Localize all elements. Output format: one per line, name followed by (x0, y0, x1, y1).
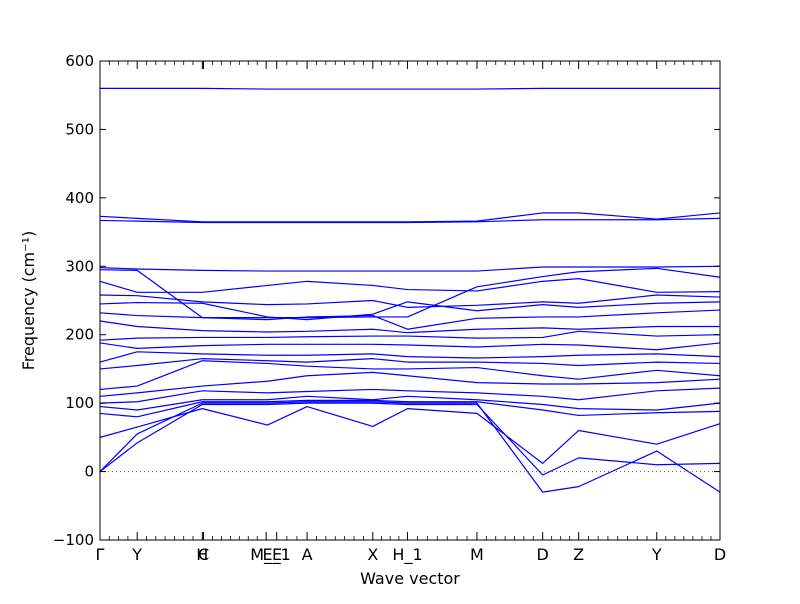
y-tick-label: 600 (65, 52, 94, 70)
y-tick-label: 200 (65, 326, 94, 344)
phonon-branch-13 (99, 351, 721, 363)
phonon-branch-14 (99, 358, 721, 370)
phonon-branch-9 (99, 309, 721, 330)
phonon-branch-3 (99, 217, 721, 224)
x-tick-label: H (196, 545, 208, 564)
phonon-branch-10 (99, 320, 720, 334)
y-tick-label: 500 (65, 120, 94, 138)
phonon-branch-4 (99, 265, 721, 272)
phonon-branch-7 (99, 294, 721, 308)
x-tick-label: A (302, 545, 313, 564)
y-tick-label: 300 (65, 257, 94, 275)
series-group (99, 87, 721, 493)
x-tick-label: X (367, 545, 378, 564)
phonon-branch-15 (99, 360, 721, 391)
phonon-branch-5 (99, 267, 721, 319)
phonon-branch-22 (99, 402, 721, 476)
phonon-branch-2 (99, 212, 721, 223)
phonon-branch-20 (99, 405, 721, 464)
phonon-branch-21 (99, 401, 721, 493)
x-tick-label: C (198, 545, 209, 564)
x-tick-label: D (537, 545, 549, 564)
y-tick-label: −100 (53, 531, 94, 549)
phonon-branch-6 (99, 278, 721, 293)
y-tick-label: 100 (65, 394, 94, 412)
y-tick-label: 400 (65, 189, 94, 207)
x-tick-label: Y (651, 545, 662, 564)
x-tick-label: E_1 (263, 545, 291, 565)
y-tick-label: 0 (84, 463, 94, 481)
x-tick-label: M_E (250, 545, 282, 565)
x-tick-label: H_1 (392, 545, 422, 565)
y-tick-group: −100 0 100 200 300 400 500 600 (53, 52, 720, 549)
x-tick-label: M (470, 545, 484, 564)
x-tick-label: Γ (96, 545, 105, 564)
x-tick-label: Z (573, 545, 584, 564)
phonon-branch-12 (99, 342, 721, 351)
plot-frame (99, 60, 721, 541)
phonon-branch-8 (99, 301, 721, 321)
phonon-branch-1 (100, 87, 720, 90)
x-tick-label: D (714, 545, 726, 564)
y-axis-label: Frequency (cm⁻¹) (19, 231, 38, 370)
x-tick-label: Y (131, 545, 142, 564)
phonon-branch-11 (99, 330, 721, 341)
x-axis-label: Wave vector (360, 569, 460, 588)
x-tick-group: Γ Y HC M_EE_1 A X H_1 M D Z Y D (96, 61, 726, 565)
phonon-branch-16 (99, 371, 721, 397)
phonon-branch-17 (99, 387, 721, 404)
phonon-branch-18 (99, 395, 721, 411)
phonon-branch-19 (99, 399, 721, 418)
